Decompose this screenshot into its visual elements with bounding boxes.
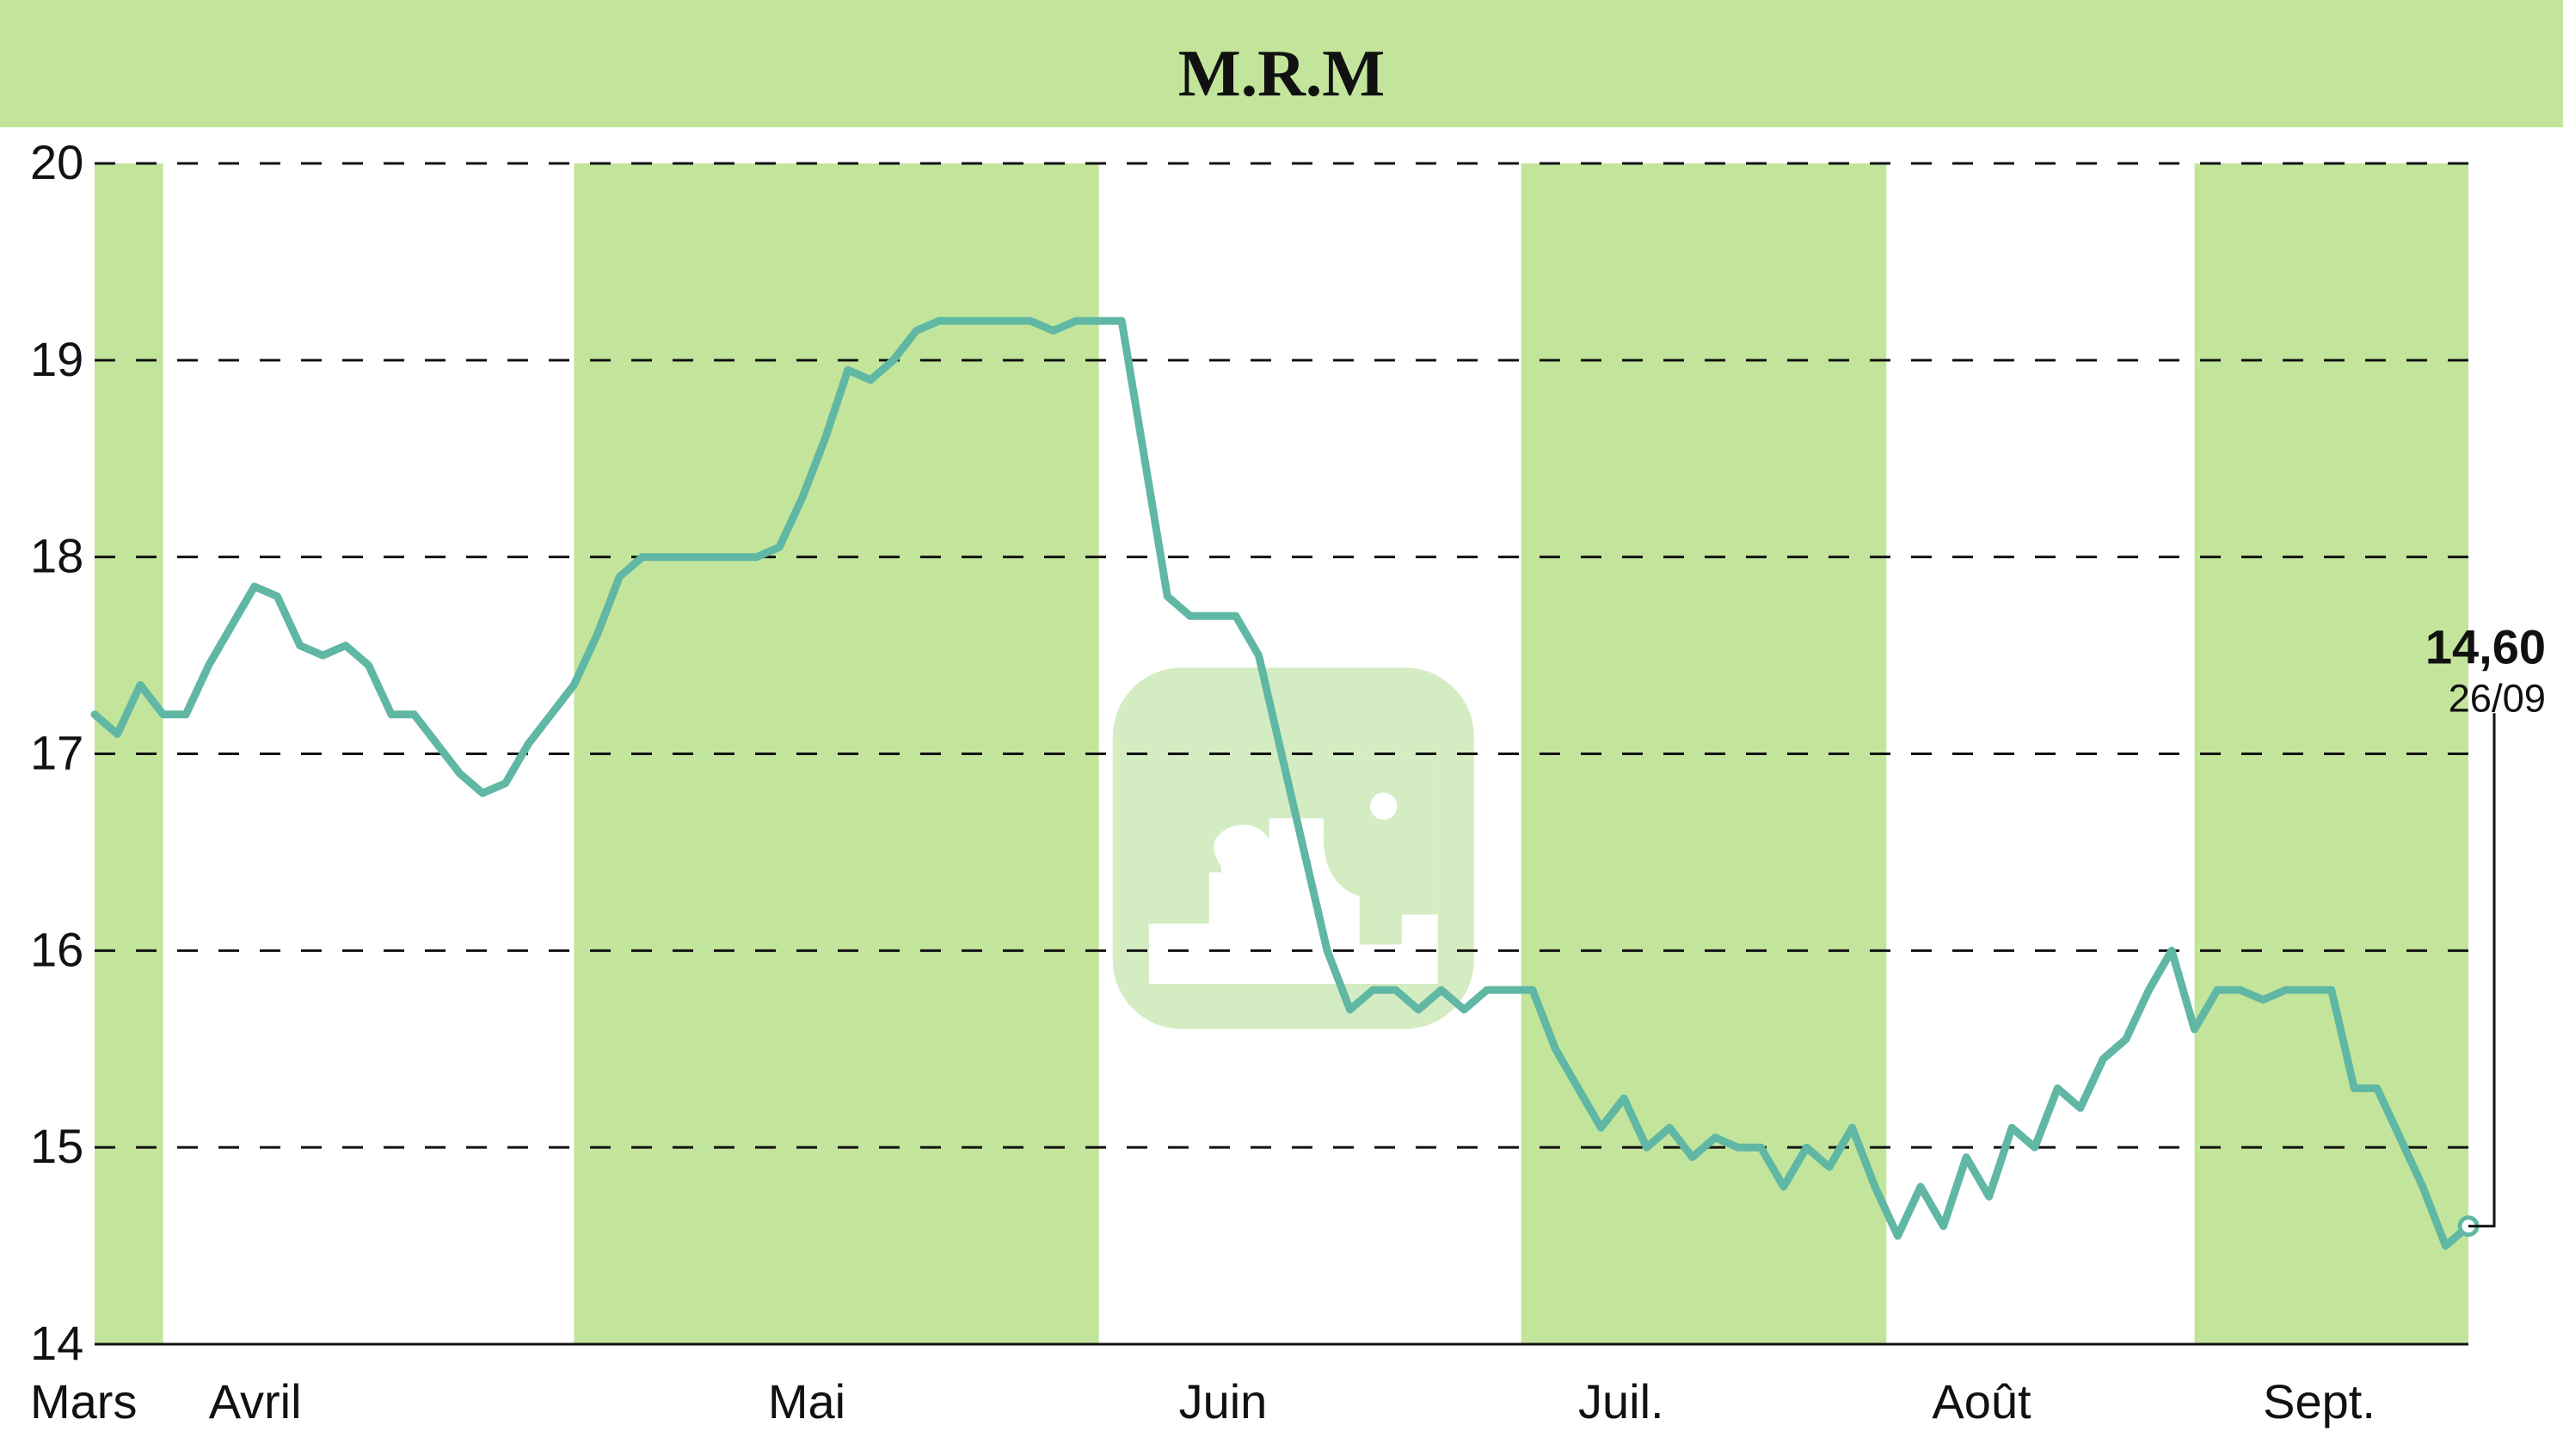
- y-axis-label: 19: [30, 332, 83, 386]
- x-axis-label: Mai: [768, 1374, 845, 1428]
- x-axis-label: Juin: [1179, 1374, 1268, 1428]
- callout-value: 14,60: [2425, 619, 2546, 673]
- y-axis-label: 14: [30, 1316, 83, 1370]
- y-axis-label: 18: [30, 529, 83, 583]
- callout-leader: [2468, 713, 2494, 1226]
- chart-container: M.R.M1415161718192014,6026/09MarsAvrilMa…: [0, 0, 2563, 1456]
- watermark-logo: [1113, 667, 1474, 1029]
- x-axis-label: Juil.: [1578, 1374, 1664, 1428]
- y-axis-label: 20: [30, 135, 83, 189]
- chart-title: M.R.M: [1178, 36, 1385, 110]
- callout-date: 26/09: [2449, 676, 2546, 720]
- x-axis-labels: Mars Avril Mai Juin Juil. Août Sept.: [30, 1374, 2376, 1428]
- stock-chart-svg: M.R.M1415161718192014,6026/09MarsAvrilMa…: [0, 0, 2563, 1456]
- x-axis-label: Mars: [30, 1374, 137, 1428]
- x-axis-label: Août: [1932, 1374, 2031, 1428]
- y-axis-label: 17: [30, 726, 83, 780]
- x-axis-label: Avril: [209, 1374, 302, 1428]
- x-axis-label: Sept.: [2263, 1374, 2376, 1428]
- y-axis-label: 15: [30, 1119, 83, 1173]
- y-axis-label: 16: [30, 922, 83, 976]
